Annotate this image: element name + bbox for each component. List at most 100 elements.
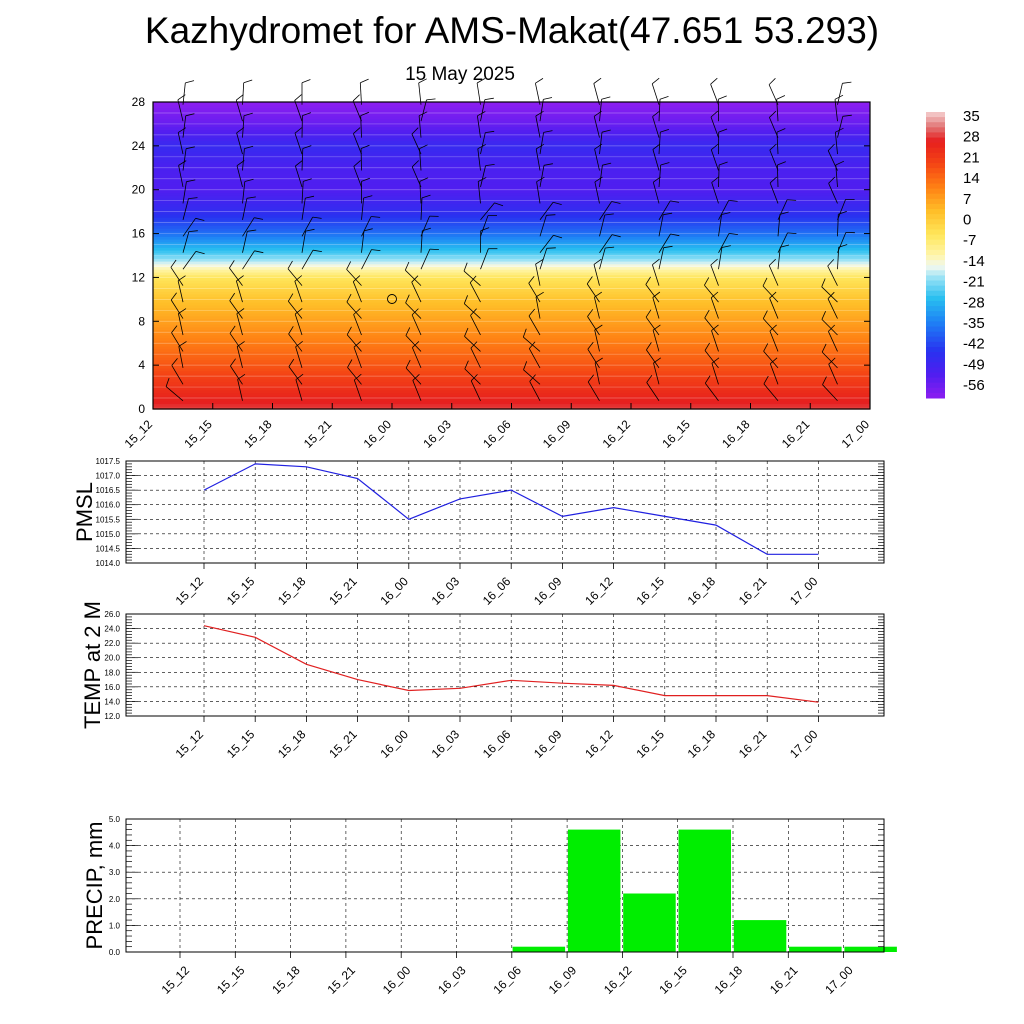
wind-barb [411, 133, 422, 155]
wind-barb-feather [353, 275, 361, 282]
wind-barb [528, 282, 541, 303]
wind-barb-feather [353, 127, 361, 134]
wind-barb [769, 363, 779, 385]
x-tick-label: 17_00 [822, 963, 856, 997]
wind-barb [242, 181, 246, 204]
temperature-band [153, 159, 870, 163]
wind-barb-feather [371, 249, 381, 251]
wind-barb [821, 319, 838, 336]
temperature-band [153, 291, 870, 295]
wind-barb [777, 247, 781, 270]
colorbar-label: 35 [963, 108, 980, 125]
wind-barb-feather [553, 234, 563, 239]
wind-barb [837, 232, 847, 253]
y-tick-label: 28 [132, 95, 146, 109]
wind-barb-feather [543, 97, 553, 100]
colorbar-segment [926, 178, 945, 184]
temperature-band [153, 263, 870, 268]
wind-barb [652, 116, 660, 138]
colorbar-segment [926, 357, 945, 363]
temperature-band [153, 395, 870, 399]
wind-barb [295, 346, 303, 369]
wind-barb-feather [535, 291, 544, 298]
temperature-band [153, 315, 870, 320]
temperature-band [153, 332, 870, 336]
wind-barb [242, 115, 245, 138]
colorbar-label: -42 [963, 336, 985, 353]
wind-barb [301, 148, 304, 171]
temperature-band [153, 329, 870, 333]
temperature-band [153, 313, 870, 317]
wind-barb-feather [721, 245, 731, 248]
temperature-band [153, 244, 870, 248]
wind-barb [594, 362, 600, 385]
y-tick-label: 1015.0 [96, 530, 121, 539]
wind-barb [658, 233, 671, 253]
x-tick-label: 15_12 [173, 574, 207, 608]
x-tick-label: 16_00 [377, 574, 411, 608]
temperature-band [153, 321, 870, 325]
wind-barb-feather [828, 324, 835, 332]
precip-bar [678, 829, 731, 952]
x-tick-label: 16_18 [719, 417, 753, 451]
wind-barb-feather [244, 178, 254, 182]
colorbar-segment [926, 270, 945, 276]
colorbar-segment [926, 249, 945, 256]
wind-barb-feather [302, 145, 312, 149]
wind-barb-feather [294, 308, 303, 315]
wind-barb [539, 165, 545, 188]
colorbar-segment [926, 377, 945, 384]
colorbar-segment [926, 341, 945, 348]
temperature-band [153, 302, 870, 306]
wind-barb-feather [593, 77, 602, 84]
y-tick-label: 0 [138, 402, 145, 416]
temperature-band [153, 230, 870, 235]
wind-barb [653, 362, 660, 385]
temperature-band [153, 384, 870, 388]
wind-barb [353, 133, 362, 155]
wind-barb [182, 148, 187, 171]
temperature-band [153, 222, 870, 226]
wind-barb [352, 100, 362, 122]
temperature-band [153, 365, 870, 369]
wind-barb-feather [244, 145, 254, 149]
wind-barb [535, 264, 541, 286]
x-tick-label: 15_12 [122, 417, 156, 451]
wind-barb [236, 132, 243, 155]
temperature-band [153, 370, 870, 374]
y-tick-label: 1017.5 [96, 457, 121, 466]
temperature-band [153, 189, 870, 194]
wind-barb [594, 181, 600, 204]
cross-section-panel: 0 4 8 12 16 20 24 28 15_12 15_15 15_18 15_21 16_00 16… [122, 77, 872, 451]
wind-barb [762, 285, 779, 303]
temperature-band [153, 310, 870, 314]
wind-barb-feather [660, 162, 670, 166]
wind-barb-feather [546, 247, 556, 249]
wind-barb [236, 313, 243, 336]
wind-barb [777, 232, 788, 253]
x-tick-label: 15_12 [159, 963, 193, 997]
temperature-band [153, 192, 870, 196]
wind-barb [177, 99, 184, 122]
wind-barb [182, 82, 186, 105]
colorbar-segment [926, 219, 945, 225]
x-tick-label: 15_18 [241, 417, 275, 451]
wind-barb-feather [405, 327, 411, 336]
wind-barb-feather [611, 201, 621, 204]
wind-barb-feather [236, 127, 245, 134]
wind-barb-feather [663, 212, 673, 216]
wind-barb [411, 314, 422, 336]
x-tick-label: 16_21 [736, 574, 770, 608]
temperature-band [153, 206, 870, 210]
temperature-band [153, 186, 870, 191]
wind-barb [301, 216, 314, 237]
wind-barb [301, 198, 306, 220]
wind-barb-feather [711, 324, 719, 331]
wind-barb [236, 165, 243, 188]
wind-barb [170, 267, 184, 286]
wind-barb [593, 116, 600, 138]
wind-barb [822, 384, 838, 402]
wind-barb-feather [821, 311, 826, 320]
wind-barb-feather [718, 161, 728, 166]
